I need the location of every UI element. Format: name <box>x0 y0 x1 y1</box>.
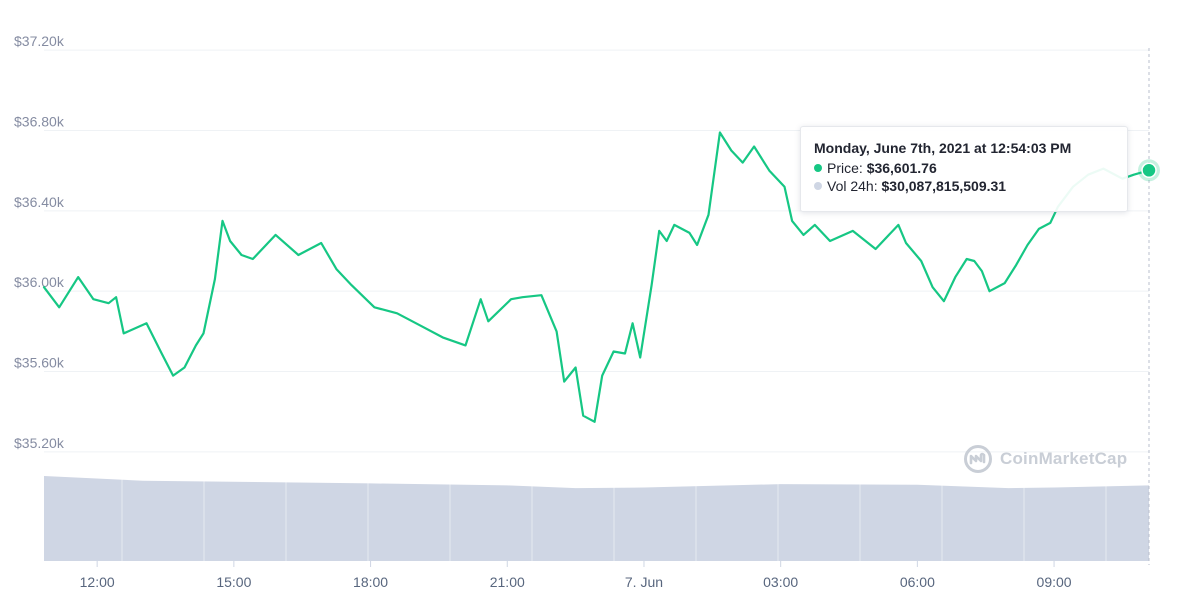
x-tick-label: 18:00 <box>353 574 388 590</box>
watermark-text: CoinMarketCap <box>1000 449 1128 468</box>
tooltip-volume-value: $30,087,815,509.31 <box>881 178 1007 194</box>
y-tick-label: $36.80k <box>14 113 65 129</box>
x-axis-ticks: 12:00 15:00 18:00 21:00 7. Jun 03:00 06:00 09:0… <box>80 561 1072 590</box>
coinmarketcap-logo-icon <box>964 445 992 473</box>
x-tick-label: 09:00 <box>1037 574 1072 590</box>
tooltip-date: Monday, June 7th, 2021 at 12:54:03 PM <box>814 140 1072 156</box>
tooltip-price-label: Price: <box>827 160 863 176</box>
y-axis-ticks: $35.20k $35.60k $36.00k $36.40k $36.80k $37.2… <box>14 33 65 451</box>
tooltip-price-value: $36,601.76 <box>866 160 937 176</box>
grid-lines <box>44 49 1149 453</box>
tooltip-price-row: Price: $36,601.76 <box>814 160 1127 176</box>
price-tooltip: Monday, June 7th, 2021 at 12:54:03 PM Pr… <box>800 126 1128 212</box>
price-series <box>42 131 1151 423</box>
y-tick-label: $36.40k <box>14 194 65 210</box>
x-tick-label: 06:00 <box>900 574 935 590</box>
tooltip-volume-label: Vol 24h: <box>827 178 878 194</box>
volume-area <box>44 476 1149 561</box>
y-tick-label: $36.00k <box>14 274 65 290</box>
coinmarketcap-watermark: CoinMarketCap <box>963 443 1127 475</box>
tooltip-volume-row: Vol 24h: $30,087,815,509.31 <box>814 178 1127 194</box>
x-tick-label: 03:00 <box>763 574 798 590</box>
hover-marker <box>1138 159 1160 182</box>
y-tick-label: $35.60k <box>14 355 65 371</box>
hover-marker-dot <box>1141 162 1157 179</box>
x-tick-label: 15:00 <box>216 574 251 590</box>
price-dot-icon <box>814 164 822 172</box>
x-tick-label: 21:00 <box>490 574 525 590</box>
volume-dot-icon <box>814 182 822 190</box>
price-line <box>42 131 1151 423</box>
y-tick-label: $37.20k <box>14 33 65 49</box>
volume-area-fill <box>44 476 1149 561</box>
x-tick-label: 7. Jun <box>625 574 663 590</box>
x-tick-label: 12:00 <box>80 574 115 590</box>
y-tick-label: $35.20k <box>14 435 65 451</box>
